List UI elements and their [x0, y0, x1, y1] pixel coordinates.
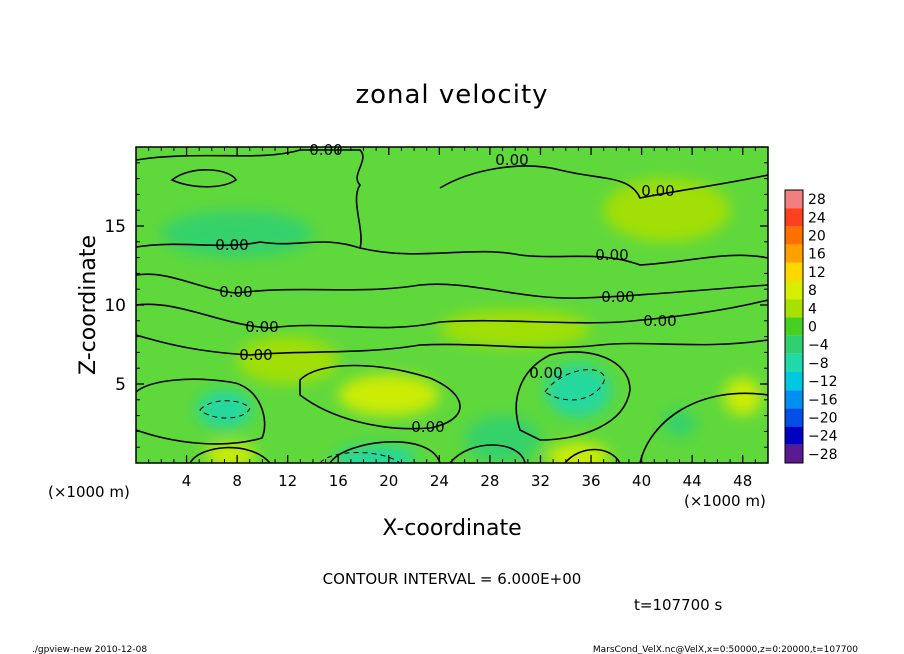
y-tick-label: 5 — [115, 375, 126, 395]
contour-label: 0.00 — [601, 288, 634, 306]
colorbar-swatch — [785, 426, 803, 445]
field-anomaly-4 — [205, 442, 257, 463]
colorbar-swatch — [785, 335, 803, 354]
field-anomaly-12 — [603, 178, 731, 242]
colorbar-label: −24 — [808, 429, 838, 445]
zero-contour-yellow — [299, 364, 461, 430]
zero-contour-bottom — [189, 392, 768, 463]
contour-label: 0.00 — [643, 312, 676, 330]
zero-contour-cyan-right — [515, 351, 631, 441]
chart-title: zonal velocity — [355, 80, 548, 110]
zero-contour-upper — [136, 165, 768, 249]
contour-label: 0.00 — [495, 151, 528, 169]
colorbar-label: 0 — [808, 320, 817, 336]
x-axis-label: X-coordinate — [382, 516, 521, 541]
footer-left: ./gpview-new 2010-12-08 — [32, 645, 147, 654]
colorbar-swatch — [785, 299, 803, 318]
colorbar-label: −8 — [808, 356, 829, 372]
negative-contour-bottom — [319, 452, 401, 463]
zero-contour-top — [136, 149, 768, 266]
colorbar-swatch — [785, 226, 803, 245]
colorbar-label: 8 — [808, 283, 817, 299]
contour-label: 0.00 — [411, 418, 444, 436]
x-tick-label: 4 — [182, 472, 192, 490]
x-tick-label: 32 — [531, 472, 550, 490]
zero-contour-lower — [136, 334, 768, 356]
colorbar-label: −20 — [808, 411, 838, 427]
colorbar-swatch — [785, 408, 803, 427]
colorbar-label: 12 — [808, 265, 826, 281]
colorbar-label: 16 — [808, 247, 826, 263]
contour-label: 0.00 — [595, 246, 628, 264]
x-tick-label: 8 — [232, 472, 242, 490]
field-anomaly-5 — [546, 442, 610, 463]
colorbar-swatch — [785, 190, 803, 209]
colorbar-label: 4 — [808, 301, 817, 317]
field-anomaly-0 — [338, 374, 440, 416]
colorbar-label: −16 — [808, 392, 838, 408]
colorbar-label: 28 — [808, 192, 826, 208]
zero-contour-mid — [136, 273, 768, 299]
contour-label: 0.00 — [641, 182, 674, 200]
colorbar-swatch — [785, 262, 803, 281]
footer-right: MarsCond_VelX.nc@VelX,x=0:50000,z=0:2000… — [593, 645, 858, 654]
colorbar-label: −28 — [808, 447, 838, 463]
field-anomaly-3 — [335, 445, 417, 463]
x-unit-left: (×1000 m) — [48, 483, 130, 501]
contour-label: 0.00 — [529, 364, 562, 382]
colorbar: 28 24 20 16 12 8 4 0 −4 −8 −12 −16 −20 −24 −28 — [784, 189, 838, 464]
y-axis-label: Z-coordinate — [76, 235, 101, 375]
x-tick-label: 24 — [430, 472, 449, 490]
y-tick-label: 10 — [104, 296, 126, 316]
x-tick-label: 16 — [329, 472, 348, 490]
zero-contour-cyan-left — [136, 378, 266, 445]
field-anomaly-10 — [439, 309, 592, 348]
colorbar-label: 24 — [808, 210, 826, 226]
plot-area: 0.00 0.00 0.00 0.00 0.00 0.00 0.00 0.00 0.00 0.00… — [104, 141, 769, 490]
negative-contour-left — [199, 400, 251, 419]
zero-contour-blob-left — [170, 169, 238, 188]
colorbar-label: −4 — [808, 338, 829, 354]
x-tick-label: 12 — [278, 472, 297, 490]
colorbar-swatch — [785, 353, 803, 372]
x-tick-label: 48 — [733, 472, 752, 490]
contour-label: 0.00 — [245, 318, 278, 336]
colorbar-frame — [784, 189, 804, 464]
contour-label: 0.00 — [239, 346, 272, 364]
time-label: t=107700 s — [634, 596, 722, 614]
x-tick-label: 28 — [480, 472, 499, 490]
x-unit-right: (×1000 m) — [684, 492, 766, 510]
colorbar-swatch — [785, 390, 803, 409]
x-tick-label: 36 — [581, 472, 600, 490]
x-tick-label: 40 — [632, 472, 651, 490]
contour-label: 0.00 — [215, 236, 248, 254]
field-anomaly-6 — [723, 377, 762, 416]
colorbar-label: 20 — [808, 229, 826, 245]
field-anomaly-7 — [663, 409, 696, 438]
contour-label: 0.00 — [219, 283, 252, 301]
x-tick-label: 44 — [683, 472, 702, 490]
field-anomaly-2 — [196, 390, 253, 429]
colorbar-swatch — [785, 317, 803, 336]
colorbar-swatch — [785, 372, 803, 391]
colorbar-label: −12 — [808, 374, 838, 390]
colorbar-swatch — [785, 281, 803, 300]
colorbar-swatch — [785, 244, 803, 263]
field-anomaly-8 — [464, 415, 541, 463]
zero-contour-mid2 — [136, 299, 768, 329]
y-tick-label: 15 — [104, 217, 126, 237]
field-anomaly-11 — [161, 210, 313, 258]
colorbar-swatch — [785, 208, 803, 227]
contour-interval: CONTOUR INTERVAL = 6.000E+00 — [323, 570, 582, 588]
x-tick-label: 20 — [379, 472, 398, 490]
colorbar-swatch — [785, 444, 803, 463]
